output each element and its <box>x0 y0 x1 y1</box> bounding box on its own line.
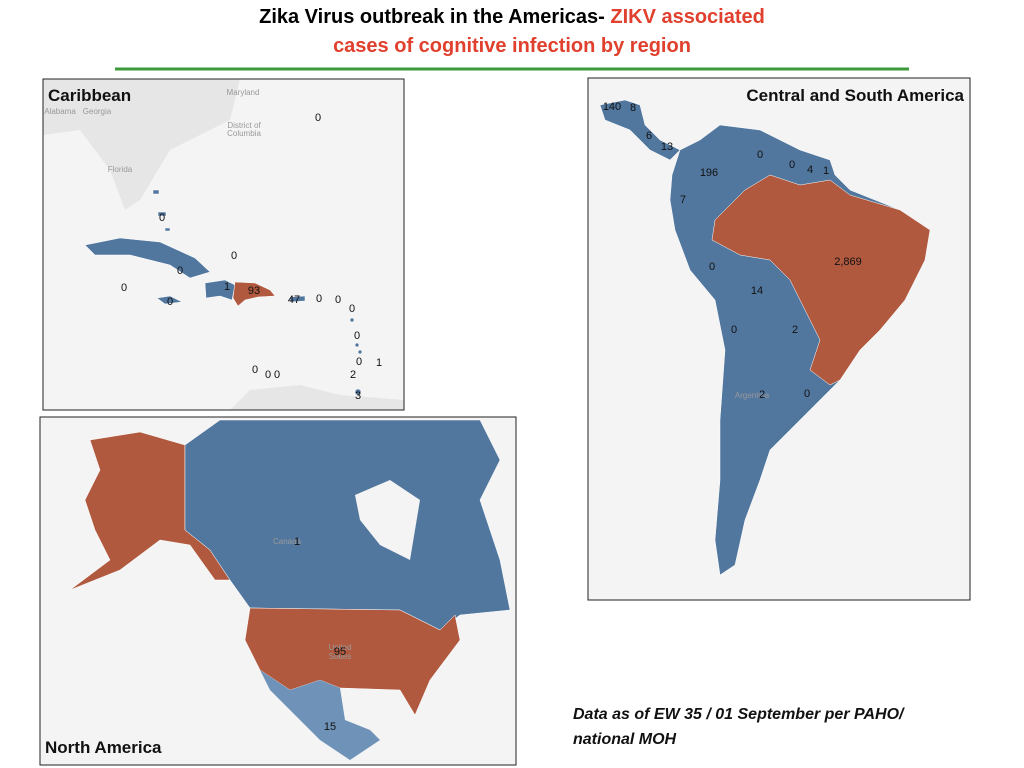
case-count: 47 <box>288 294 300 306</box>
case-count: 0 <box>315 112 321 124</box>
place-name: Alabama <box>44 107 76 116</box>
case-count: 15 <box>324 721 336 733</box>
case-count: 0 <box>231 250 237 262</box>
place-name: United <box>328 643 351 652</box>
place-name: Georgia <box>83 107 112 116</box>
case-count: 0 <box>354 330 360 342</box>
case-count: 196 <box>700 167 718 179</box>
title-highlight: ZIKV associated <box>610 6 765 28</box>
case-count: 7 <box>680 194 686 206</box>
case-count: 0 <box>159 212 165 224</box>
case-count: 0 <box>316 293 322 305</box>
case-count: 1 <box>376 357 382 369</box>
case-count: 1 <box>224 281 230 293</box>
case-count: 0 <box>274 369 280 381</box>
case-count: 1 <box>823 165 829 177</box>
title: Zika Virus outbreak in the Americas- ZIK… <box>259 6 765 28</box>
case-count: 140 <box>603 101 621 113</box>
case-count: 0 <box>789 159 795 171</box>
case-count: 0 <box>167 296 173 308</box>
case-count: 6 <box>646 130 652 142</box>
case-count: 0 <box>177 265 183 277</box>
case-count: 0 <box>709 261 715 273</box>
case-count: 13 <box>661 141 673 153</box>
place-name: District of <box>227 121 261 130</box>
place-name: States <box>329 652 352 661</box>
case-count: 0 <box>356 356 362 368</box>
case-count: 2,869 <box>834 256 862 268</box>
case-count: 0 <box>335 294 341 306</box>
case-count: 0 <box>804 388 810 400</box>
north-map <box>39 416 517 766</box>
place-name: Florida <box>108 165 133 174</box>
place-name: Columbia <box>227 129 261 138</box>
panel-title: Caribbean <box>48 86 131 105</box>
case-count: 2 <box>792 324 798 336</box>
footnote: Data as of EW 35 / 01 September per PAHO… <box>573 706 905 723</box>
footnote: national MOH <box>573 731 677 748</box>
case-count: 2 <box>350 369 356 381</box>
case-count: 0 <box>731 324 737 336</box>
case-count: 3 <box>355 390 361 402</box>
panel-title: North America <box>45 738 162 757</box>
case-count: 0 <box>121 282 127 294</box>
case-count: 1 <box>294 536 300 548</box>
case-count: 0 <box>265 369 271 381</box>
case-count: 4 <box>807 164 813 176</box>
case-count: 95 <box>334 646 346 658</box>
place-name: Maryland <box>227 88 260 97</box>
title-lead: Zika Virus outbreak in the Americas- <box>259 6 605 28</box>
case-count: 0 <box>349 303 355 315</box>
case-count: 14 <box>751 285 763 297</box>
case-count: 2 <box>759 389 765 401</box>
south-map <box>587 77 971 601</box>
case-count: 8 <box>630 102 636 114</box>
place-name: Argentina <box>735 391 770 400</box>
case-count: 0 <box>252 364 258 376</box>
title-highlight: cases of cognitive infection by region <box>333 35 691 57</box>
case-count: 93 <box>248 285 260 297</box>
place-name: Canada <box>273 537 302 546</box>
case-count: 0 <box>757 149 763 161</box>
caribbean-map <box>42 78 405 411</box>
panel-title: Central and South America <box>746 86 964 105</box>
